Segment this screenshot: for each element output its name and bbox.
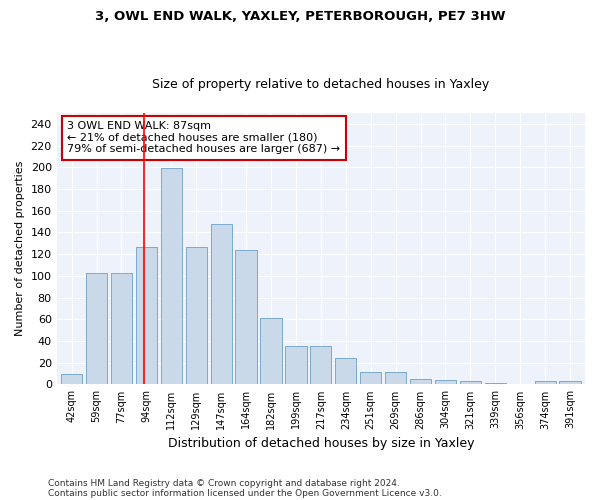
Bar [86,272,107,384]
Bar [360,372,381,384]
Bar [211,224,232,384]
Bar [460,381,481,384]
Bar [535,381,556,384]
Y-axis label: Number of detached properties: Number of detached properties [15,161,25,336]
Bar [136,246,157,384]
Title: Size of property relative to detached houses in Yaxley: Size of property relative to detached ho… [152,78,490,91]
Bar [235,250,257,384]
Bar [61,374,82,384]
Text: Contains HM Land Registry data © Crown copyright and database right 2024.: Contains HM Land Registry data © Crown c… [48,478,400,488]
Bar [161,168,182,384]
Bar [385,372,406,384]
Bar [310,346,331,385]
Bar [260,318,281,384]
Text: Contains public sector information licensed under the Open Government Licence v3: Contains public sector information licen… [48,488,442,498]
Bar [559,381,581,384]
Bar [185,246,207,384]
Bar [410,379,431,384]
Bar [111,272,132,384]
Text: 3, OWL END WALK, YAXLEY, PETERBOROUGH, PE7 3HW: 3, OWL END WALK, YAXLEY, PETERBOROUGH, P… [95,10,505,23]
Text: 3 OWL END WALK: 87sqm
← 21% of detached houses are smaller (180)
79% of semi-det: 3 OWL END WALK: 87sqm ← 21% of detached … [67,121,340,154]
Bar [335,358,356,384]
Bar [286,346,307,385]
Bar [435,380,456,384]
X-axis label: Distribution of detached houses by size in Yaxley: Distribution of detached houses by size … [167,437,474,450]
